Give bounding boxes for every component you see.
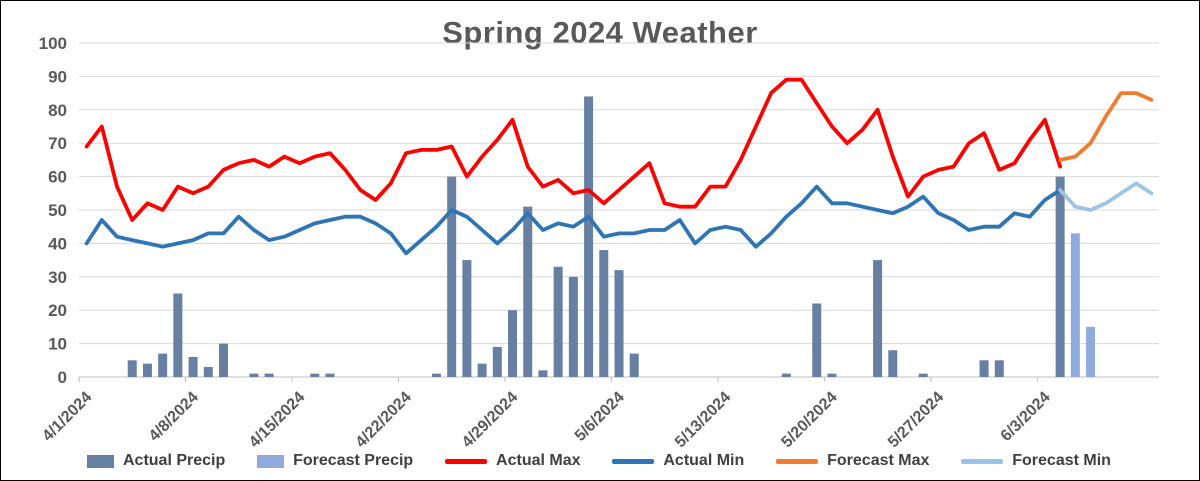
bar-actual-precip <box>523 206 533 377</box>
bar-actual-precip <box>614 270 624 377</box>
bar-actual-precip <box>188 356 198 377</box>
series-line-actual-min <box>84 184 1062 256</box>
legend-label: Forecast Precip <box>293 452 414 469</box>
legend-label: Actual Min <box>663 452 745 469</box>
y-axis-label: 70 <box>48 134 67 153</box>
bar-actual-precip <box>249 373 259 377</box>
bar-actual-precip <box>508 310 518 377</box>
chart-legend: Actual Precip Forecast Precip Actual Max Ac… <box>87 448 1111 474</box>
legend-label: Actual Precip <box>123 452 226 469</box>
x-axis-label: 5/27/2024 <box>885 389 947 451</box>
series-line-forecast-max <box>1058 91 1154 162</box>
bar-actual-precip <box>584 96 594 377</box>
legend-item-forecast-max: Forecast Max <box>776 452 929 470</box>
x-axis-label: 4/8/2024 <box>146 389 202 445</box>
bar-actual-precip <box>142 363 152 377</box>
y-axis-label: 10 <box>48 335 67 354</box>
bar-actual-precip <box>888 350 898 377</box>
bar-actual-precip <box>431 373 441 377</box>
y-axis-label: 90 <box>48 67 67 86</box>
bar-actual-precip <box>781 373 791 377</box>
bar-actual-precip <box>477 363 487 377</box>
y-axis-label: 50 <box>48 201 67 220</box>
bar-actual-precip <box>492 346 502 377</box>
bar-actual-precip <box>538 370 548 377</box>
bar-actual-precip <box>325 373 335 377</box>
legend-swatch-line <box>961 458 1004 464</box>
series-line-actual-max <box>84 77 1062 222</box>
x-axis-label: 6/3/2024 <box>998 389 1054 445</box>
legend-label: Actual Max <box>496 452 581 469</box>
bar-actual-precip <box>599 250 609 377</box>
chart-title: Spring 2024 Weather <box>442 15 758 50</box>
series-line-forecast-min <box>1058 181 1154 212</box>
legend-item-actual-max: Actual Max <box>445 452 581 470</box>
legend-swatch-line <box>776 458 819 464</box>
bar-actual-precip <box>203 366 213 377</box>
x-axis-label: 4/1/2024 <box>39 389 95 445</box>
y-axis-label: 30 <box>48 268 67 287</box>
x-axis-label: 5/13/2024 <box>672 389 734 451</box>
bar-actual-precip <box>219 343 229 377</box>
y-axis-label: 0 <box>58 368 67 387</box>
legend-swatch-bar <box>257 454 285 468</box>
legend-item-forecast-precip: Forecast Precip <box>257 452 413 470</box>
bar-actual-precip <box>568 276 578 377</box>
bar-actual-precip <box>629 353 639 377</box>
legend-swatch-bar <box>87 454 114 468</box>
x-axis-label: 5/20/2024 <box>778 389 840 451</box>
bar-actual-precip <box>264 373 274 377</box>
bar-actual-precip <box>918 373 928 377</box>
y-axis-label: 80 <box>48 101 67 120</box>
bar-actual-precip <box>994 360 1004 377</box>
y-axis-label: 100 <box>39 34 67 53</box>
bar-actual-precip <box>310 373 320 377</box>
bar-actual-precip <box>158 353 168 377</box>
legend-swatch-line <box>612 458 655 464</box>
x-axis-label: 4/29/2024 <box>459 389 521 451</box>
bar-actual-precip <box>1055 176 1065 377</box>
bar-actual-precip <box>827 373 837 377</box>
x-axis-label: 4/15/2024 <box>246 389 308 451</box>
bar-actual-precip <box>873 260 883 377</box>
bar-actual-precip <box>127 360 137 377</box>
bar-forecast-precip <box>1086 326 1096 377</box>
bar-actual-precip <box>447 176 457 377</box>
y-axis-label: 20 <box>48 301 67 320</box>
bar-actual-precip <box>173 293 183 377</box>
legend-item-actual-min: Actual Min <box>612 452 744 470</box>
legend-swatch-line <box>445 458 488 464</box>
bar-actual-precip <box>462 260 472 377</box>
x-axis-label: 5/6/2024 <box>572 389 628 445</box>
legend-item-actual-precip: Actual Precip <box>87 452 225 470</box>
legend-label: Forecast Min <box>1012 452 1111 469</box>
y-axis-label: 60 <box>48 168 67 187</box>
bar-actual-precip <box>812 303 822 377</box>
x-axis-label: 4/22/2024 <box>353 389 415 451</box>
legend-label: Forecast Max <box>827 452 930 469</box>
y-axis-label: 40 <box>48 234 67 253</box>
bar-actual-precip <box>979 360 989 377</box>
bar-forecast-precip <box>1070 233 1080 377</box>
legend-item-forecast-min: Forecast Min <box>961 452 1111 470</box>
bar-actual-precip <box>553 266 563 377</box>
